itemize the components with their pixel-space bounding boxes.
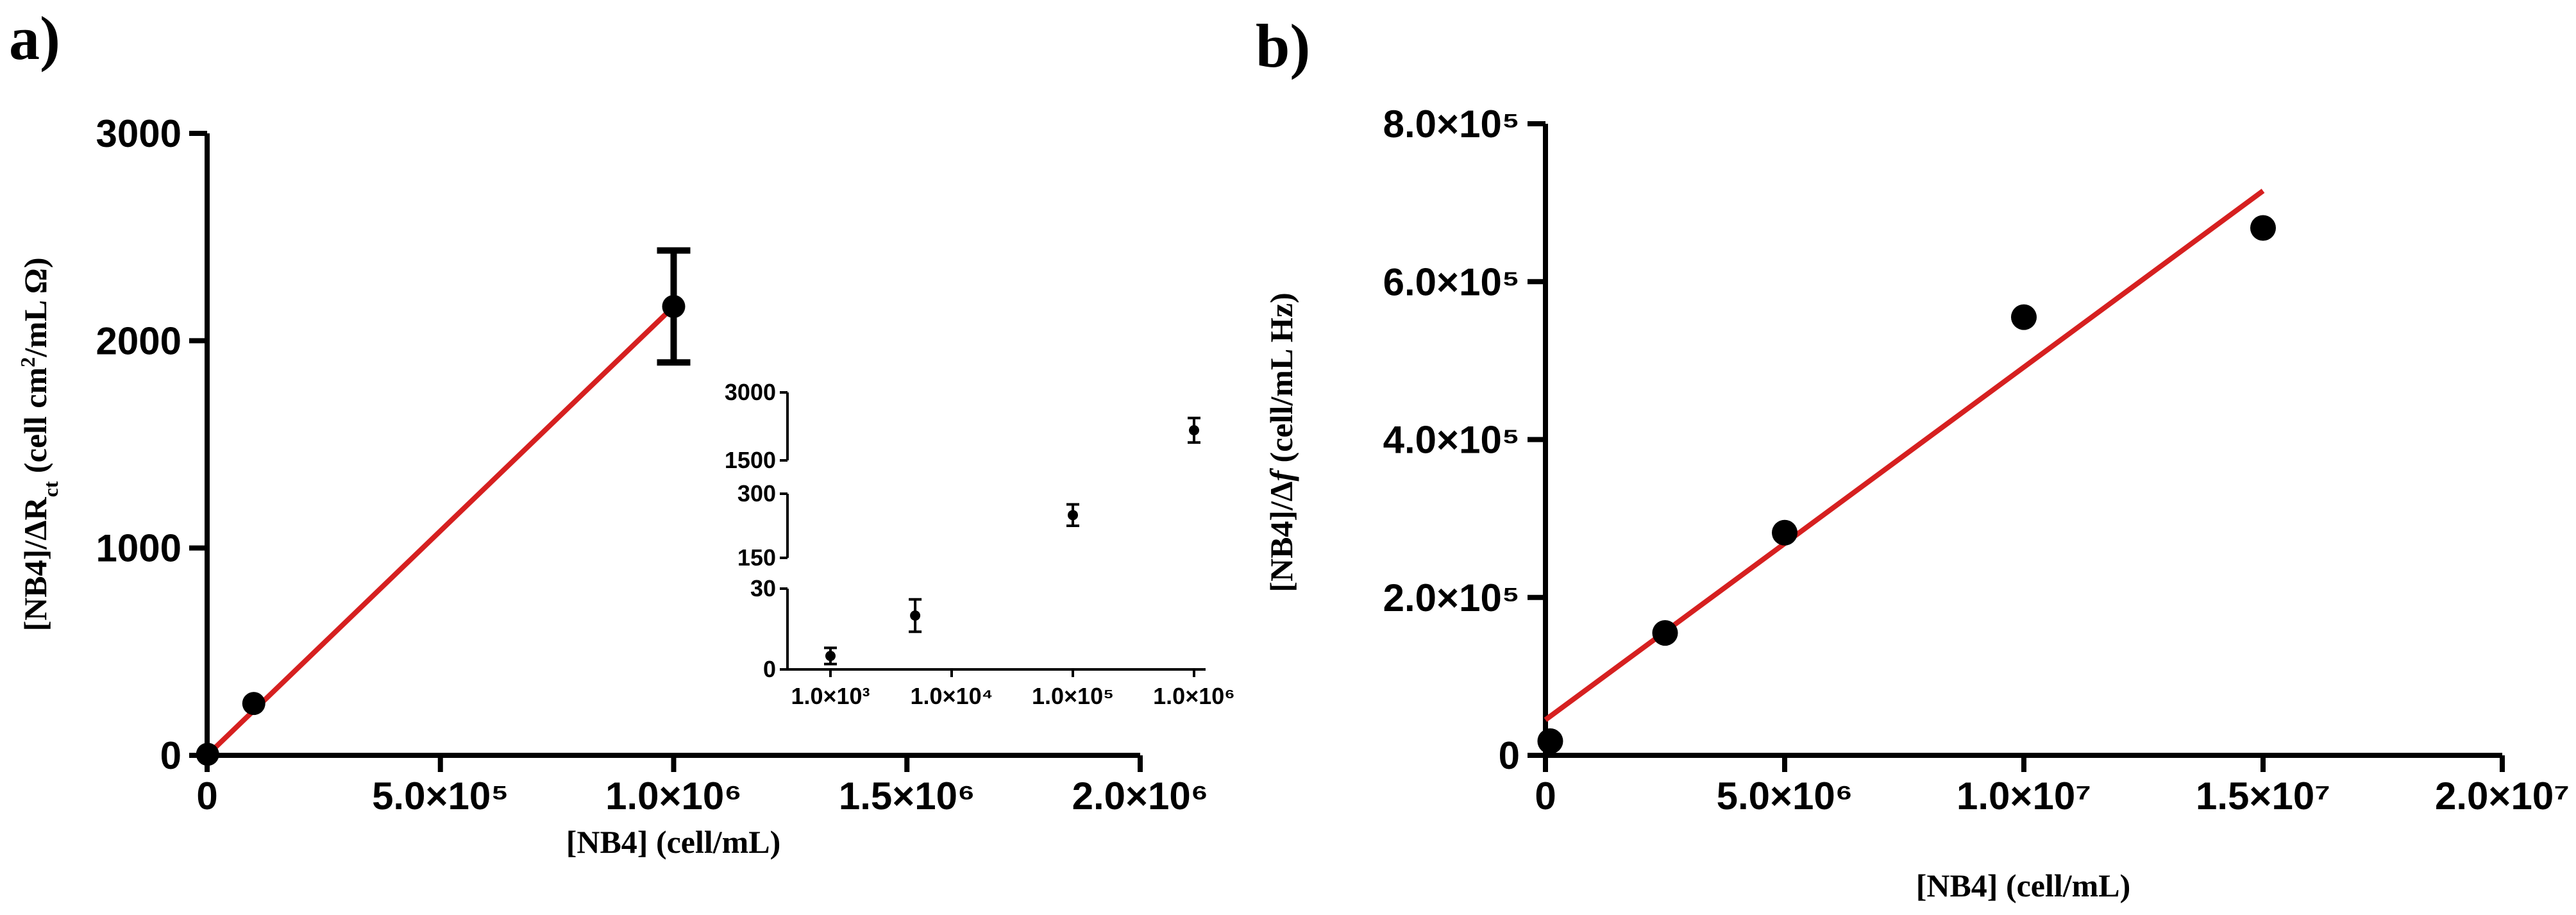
chart-a-x-tick-label: 1.5×10⁶ (839, 775, 975, 818)
chart-a-x-tick-label: 5.0×10⁵ (372, 775, 509, 818)
chart-b-data-point (1652, 620, 1678, 646)
inset-data-point (1189, 425, 1199, 436)
chart-b-points (1537, 215, 2276, 754)
inset-y-tick-label: 30 (750, 575, 776, 601)
inset-x-tick-label: 1.0×10⁵ (1032, 683, 1114, 709)
chart-a-x-title: [NB4] (cell/mL) (566, 824, 781, 860)
chart-a-x-ticks: 0 5.0×10⁵ 1.0×10⁶ 1.5×10⁶ 2.0×10⁶ (196, 755, 1208, 818)
panel-b-label: b) (1256, 12, 1310, 80)
inset-y-ticks: 0 30 150 300 1500 3000 (725, 379, 787, 682)
inset-data-point (1068, 510, 1078, 521)
inset-x-tick-label: 1.0×10³ (791, 683, 870, 709)
chart-b-y-tick-label: 2.0×10⁵ (1383, 576, 1520, 619)
chart-a-y-tick-label: 3000 (96, 112, 181, 155)
chart-a-y-ticks: 0 1000 2000 3000 (96, 112, 207, 777)
chart-b-data-point (1772, 519, 1797, 546)
chart-a-fit-segment (205, 305, 676, 757)
chart-a-data-point (242, 692, 265, 716)
chart-b-y-tick-label: 8.0×10⁵ (1383, 103, 1520, 146)
inset-data-point (910, 610, 921, 621)
chart-a-points (196, 294, 686, 766)
inset-x-tick-label: 1.0×10⁴ (911, 683, 993, 709)
chart-b-axes (1543, 124, 2502, 758)
chart-a-y-tick-label: 2000 (96, 319, 181, 362)
chart-b-y-title: [NB4]/Δf (cell/mL Hz) (1263, 292, 1299, 592)
chart-a-x-tick-label: 0 (196, 775, 217, 818)
chart-b-x-tick-label: 0 (1535, 775, 1556, 818)
chart-b-fit-line (1544, 189, 2265, 722)
inset-axes (786, 392, 1206, 671)
chart-b: 0 2.0×10⁵ 4.0×10⁵ 6.0×10⁵ 8.0×10⁵ 0 5.0×10⁶ 1.… (1263, 103, 2570, 903)
chart-b-data-point (1537, 728, 1563, 754)
chart-b-y-tick-label: 6.0×10⁵ (1383, 260, 1520, 303)
chart-b-fit-segment (1544, 189, 2265, 722)
chart-a-y-title: [NB4]/ΔRct (cell cm2/mL Ω) (16, 258, 62, 632)
chart-b-data-point (2250, 215, 2276, 241)
inset-y-tick-label: 1500 (725, 447, 776, 473)
inset-y-tick-label: 0 (763, 656, 776, 682)
inset-points (824, 416, 1200, 666)
inset-data-point (825, 651, 836, 661)
chart-a-axes (205, 133, 1140, 758)
chart-a-x-tick-label: 2.0×10⁶ (1072, 775, 1209, 818)
chart-b-x-tick-label: 2.0×10⁷ (2435, 775, 2570, 818)
inset-y-tick-label: 300 (737, 480, 776, 507)
chart-a-x-tick-label: 1.0×10⁶ (605, 775, 742, 818)
chart-a-y-tick-label: 1000 (96, 527, 181, 570)
chart-b-y-tick-label: 4.0×10⁵ (1383, 419, 1520, 462)
chart-a-data-point (196, 743, 219, 766)
chart-b-data-point (2011, 304, 2037, 330)
chart-b-x-title: [NB4] (cell/mL) (1916, 868, 2131, 903)
chart-a-data-point (662, 294, 686, 318)
inset-x-ticks: 1.0×10³ 1.0×10⁴ 1.0×10⁵ 1.0×10⁶ (791, 669, 1235, 709)
inset-x-tick-label: 1.0×10⁶ (1153, 683, 1235, 709)
chart-b-x-tick-label: 1.0×10⁷ (1957, 775, 2091, 818)
inset-y-tick-label: 150 (737, 544, 776, 571)
chart-b-y-ticks: 0 2.0×10⁵ 4.0×10⁵ 6.0×10⁵ 8.0×10⁵ (1383, 103, 1545, 777)
inset-y-tick-label: 3000 (725, 379, 776, 405)
chart-a-fit-line (205, 305, 676, 757)
chart-a-y-tick-label: 0 (160, 734, 181, 777)
chart-b-x-ticks: 0 5.0×10⁶ 1.0×10⁷ 1.5×10⁷ 2.0×10⁷ (1535, 755, 2570, 818)
chart-b-x-tick-label: 1.5×10⁷ (2196, 775, 2330, 818)
chart-b-y-tick-label: 0 (1499, 734, 1520, 777)
chart-b-x-tick-label: 5.0×10⁶ (1717, 775, 1853, 818)
panel-a-label: a) (9, 4, 60, 72)
